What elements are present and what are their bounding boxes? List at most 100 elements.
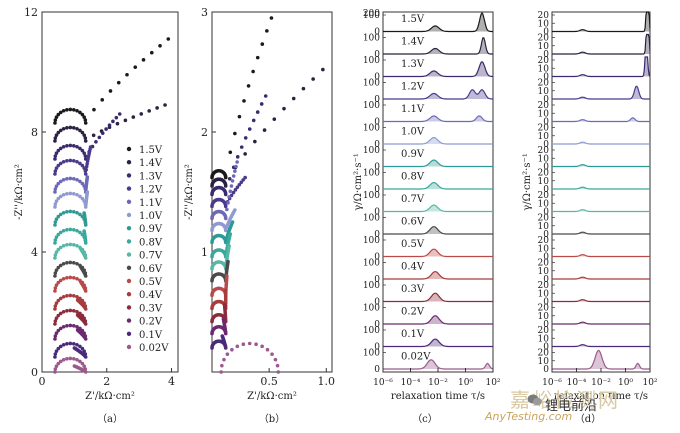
drt-curve [552, 321, 650, 325]
row-label: 1.1V [401, 104, 425, 115]
data-point [84, 164, 89, 169]
series-b-0 [210, 16, 274, 180]
data-point [54, 166, 59, 170]
y-tick-label: 0 [374, 365, 380, 375]
data-point [58, 278, 63, 283]
data-point [58, 344, 63, 349]
data-point [65, 228, 69, 232]
drt-area [383, 339, 493, 347]
drt-curve [383, 60, 493, 78]
data-point [231, 190, 236, 195]
data-point [321, 67, 325, 72]
y-tick-label: 20 [538, 101, 550, 111]
data-point [233, 131, 237, 136]
series-b-13 [210, 317, 228, 336]
data-point [65, 108, 69, 112]
y-tick-label: 100 [363, 56, 380, 66]
y-tick-label: 20 [538, 146, 550, 156]
data-point [61, 109, 66, 113]
data-point [75, 193, 79, 197]
data-point [78, 110, 82, 115]
row-label: 1.4V [401, 37, 425, 48]
drt-curve [552, 117, 650, 123]
data-point [78, 359, 82, 364]
y-tick-label: 10 [538, 109, 550, 119]
drt-curve [552, 56, 651, 78]
y-axis-label: γ/Ω·cm²·s⁻¹ [353, 153, 364, 211]
drt-curve [552, 344, 650, 348]
legend-marker [126, 173, 132, 178]
y-tick-label: 20 [538, 214, 550, 224]
data-point [61, 229, 66, 233]
drt-row-c-15: 0 100 0.02V [363, 349, 494, 375]
data-point [301, 86, 306, 91]
y-tick-label: 10 [538, 42, 550, 52]
data-point [233, 208, 237, 212]
data-point [71, 309, 76, 313]
data-point [269, 16, 274, 20]
series-a-1 [53, 103, 167, 143]
series-b-3 [210, 175, 247, 209]
data-point [276, 370, 281, 374]
plot-frame [41, 11, 179, 373]
series-a-12 [53, 308, 88, 326]
data-point [149, 50, 154, 55]
data-point [222, 303, 227, 307]
data-point [56, 232, 61, 237]
watermark-brand: 锂电前沿 [545, 399, 598, 414]
series-b-15 [219, 341, 281, 374]
drt-curve [552, 11, 651, 33]
data-point [78, 230, 82, 235]
y-tick-label: 12 [24, 6, 38, 19]
legend-label: 0.7V [139, 251, 163, 262]
data-point [53, 289, 57, 293]
x-tick-label: 0 [39, 375, 46, 388]
data-point [68, 308, 73, 313]
legend-label: 0.4V [139, 290, 163, 301]
y-tick-label: 0 [374, 28, 380, 38]
drt-row-c-9: 0 100 0.6V [363, 214, 493, 240]
data-point [65, 126, 69, 130]
data-point [100, 98, 105, 102]
data-point [75, 145, 79, 149]
data-point [117, 112, 122, 116]
data-point [228, 189, 233, 194]
data-point [166, 37, 171, 41]
data-point [53, 190, 57, 194]
data-point [158, 43, 162, 48]
data-point [251, 69, 255, 74]
wechat-icon [527, 394, 542, 406]
x-tick-label: 4 [168, 375, 175, 388]
data-point [65, 357, 69, 361]
y-tick-label: 10 [538, 87, 550, 97]
y-tick-label: 20 [538, 349, 550, 359]
data-point [262, 128, 267, 132]
y-tick-label: 100 [363, 79, 380, 89]
y-tick-label: 0 [543, 73, 549, 83]
legend-marker [126, 265, 132, 270]
data-point [71, 276, 76, 280]
y-tick-label: 10 [538, 222, 550, 232]
legend-marker [126, 186, 132, 191]
series-a-3 [53, 145, 93, 176]
y-tick-label: 0 [543, 253, 549, 263]
data-point [222, 357, 226, 362]
series-a-10 [53, 275, 88, 293]
data-point [53, 223, 57, 227]
data-point [115, 121, 120, 126]
data-point [65, 210, 69, 214]
drt-curve [552, 186, 650, 190]
drt-curve [552, 85, 650, 100]
legend-marker [126, 278, 132, 284]
data-point [80, 130, 85, 135]
data-point [58, 110, 63, 115]
data-point [56, 112, 61, 117]
data-point [68, 260, 73, 265]
data-point [53, 304, 58, 308]
legend-label: 1.1V [139, 198, 163, 209]
drt-row-c-0: 0 100 1.5V [363, 11, 493, 38]
y-tick-label: 0 [374, 50, 380, 60]
y-tick-label: 0 [543, 118, 549, 128]
